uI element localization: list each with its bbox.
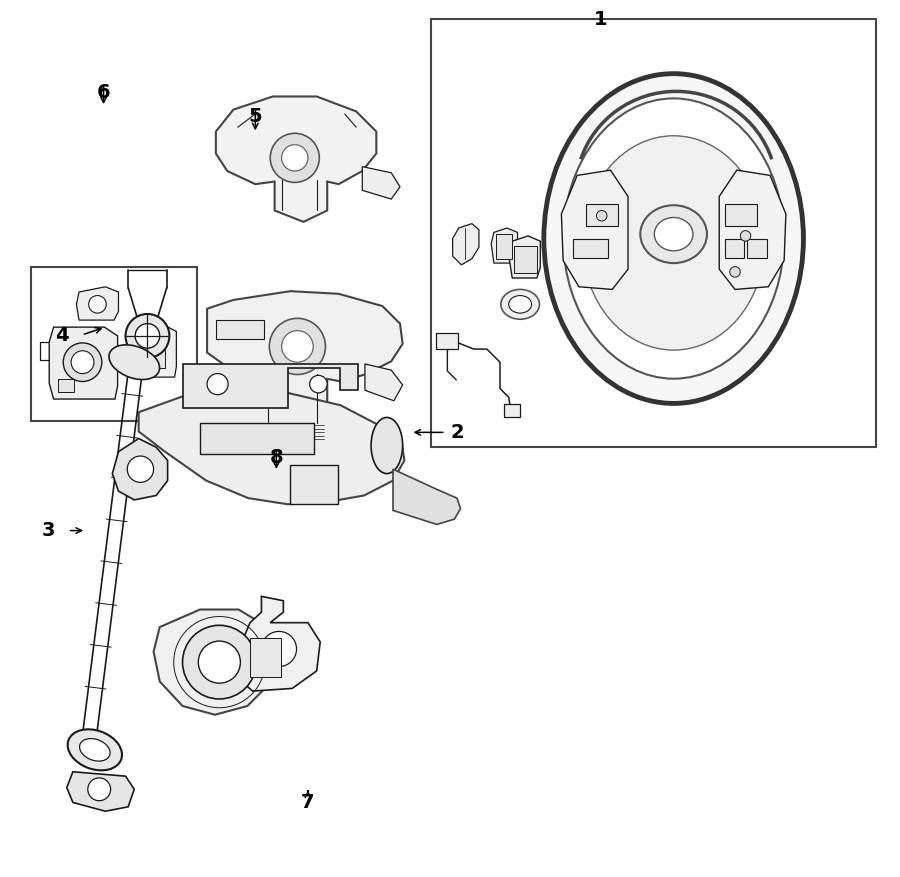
Polygon shape (363, 167, 400, 199)
Polygon shape (154, 610, 276, 715)
Bar (497, 234, 512, 259)
Text: 6: 6 (97, 82, 111, 102)
Ellipse shape (654, 217, 693, 251)
Ellipse shape (183, 625, 256, 699)
Polygon shape (76, 287, 119, 320)
Bar (504, 404, 520, 417)
Polygon shape (291, 465, 338, 504)
Polygon shape (139, 393, 404, 504)
Text: 3: 3 (41, 521, 55, 540)
Ellipse shape (68, 730, 122, 770)
Polygon shape (239, 596, 320, 691)
Circle shape (127, 456, 154, 482)
Ellipse shape (371, 417, 402, 474)
Circle shape (741, 231, 751, 241)
Bar (572, 239, 608, 258)
Ellipse shape (508, 296, 532, 313)
Polygon shape (112, 438, 167, 500)
Polygon shape (719, 170, 786, 289)
Circle shape (282, 331, 313, 362)
Ellipse shape (79, 738, 110, 761)
Bar (58, 379, 74, 392)
Circle shape (310, 375, 328, 393)
Circle shape (207, 374, 228, 395)
Bar (216, 320, 264, 339)
Circle shape (71, 351, 94, 374)
Polygon shape (216, 96, 376, 222)
Polygon shape (183, 364, 358, 408)
Polygon shape (562, 170, 628, 289)
Text: 1: 1 (594, 10, 608, 29)
Ellipse shape (544, 74, 804, 403)
Polygon shape (130, 324, 176, 377)
Bar (137, 338, 165, 368)
Bar (436, 333, 458, 349)
Polygon shape (508, 236, 540, 278)
Circle shape (730, 267, 741, 277)
Ellipse shape (125, 314, 169, 358)
Circle shape (63, 343, 102, 381)
Polygon shape (491, 228, 518, 263)
Polygon shape (207, 291, 402, 440)
Text: 5: 5 (248, 107, 262, 126)
Circle shape (261, 631, 296, 667)
Bar (586, 204, 618, 226)
Bar (31, 267, 197, 421)
Bar (724, 239, 743, 258)
Ellipse shape (135, 324, 159, 348)
Polygon shape (453, 224, 479, 265)
Text: 7: 7 (302, 793, 315, 812)
Ellipse shape (563, 98, 784, 379)
Polygon shape (364, 364, 402, 401)
Circle shape (269, 318, 326, 374)
Polygon shape (67, 772, 134, 811)
Bar (514, 246, 536, 273)
Circle shape (270, 133, 320, 182)
Polygon shape (50, 327, 118, 399)
Circle shape (597, 210, 607, 221)
Circle shape (88, 778, 111, 801)
Polygon shape (393, 469, 461, 524)
Text: 4: 4 (56, 325, 69, 345)
Circle shape (89, 296, 106, 313)
Text: 2: 2 (450, 423, 464, 442)
Bar (747, 239, 767, 258)
Circle shape (282, 145, 308, 171)
Bar (724, 204, 757, 226)
Ellipse shape (109, 345, 159, 380)
Ellipse shape (640, 205, 707, 263)
Ellipse shape (501, 289, 539, 319)
Bar (431, 19, 877, 447)
Bar (250, 638, 281, 677)
Polygon shape (200, 423, 314, 454)
Ellipse shape (198, 641, 240, 683)
Ellipse shape (583, 136, 764, 350)
Text: 8: 8 (269, 448, 284, 467)
